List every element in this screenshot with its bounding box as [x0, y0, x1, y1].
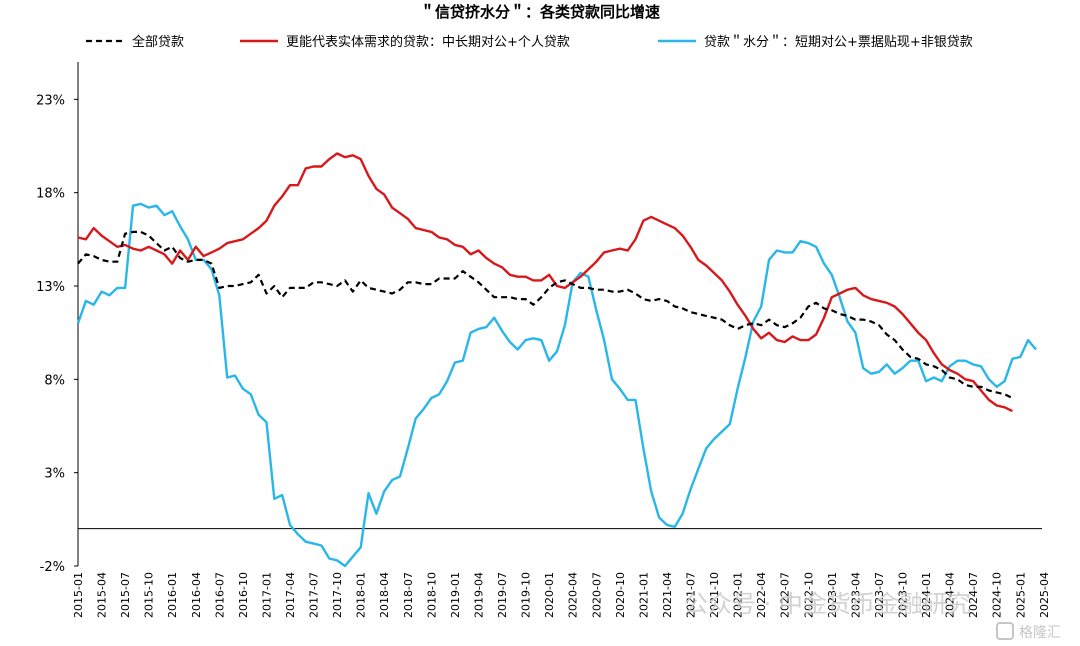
- x-tick-label: 2025-01: [1014, 572, 1027, 618]
- x-tick-label: 2021-10: [708, 572, 721, 618]
- y-axis: -2% 3% 8% 13% 18% 23%: [36, 62, 79, 575]
- y-tick-label: 23%: [36, 93, 65, 108]
- x-tick-label: 2023-01: [826, 572, 839, 618]
- x-tick-label: 2020-10: [614, 572, 627, 618]
- x-tick-label: 2017-07: [308, 572, 321, 618]
- x-tick-label: 2015-04: [96, 572, 109, 618]
- x-tick-label: 2018-04: [378, 572, 391, 618]
- x-tick-label: 2016-04: [190, 572, 203, 618]
- chart-title: ＂信贷挤水分＂：各类贷款同比增速: [420, 3, 660, 21]
- x-tick-label: 2019-10: [520, 572, 533, 618]
- series-real-demand-loans: [77, 152, 1013, 413]
- x-tick-label: 2018-07: [402, 572, 415, 618]
- x-tick-label: 2022-10: [802, 572, 815, 618]
- x-tick-label: 2022-07: [779, 572, 792, 618]
- watermark-logo: 格隆汇: [996, 622, 1061, 641]
- x-tick-label: 2020-04: [567, 572, 580, 618]
- logo-icon: [996, 622, 1014, 640]
- x-tick-label: 2016-01: [166, 572, 179, 618]
- x-tick-label: 2016-10: [237, 572, 250, 618]
- x-tick-label: 2023-04: [849, 572, 862, 618]
- x-tick-label: 2023-07: [873, 572, 886, 618]
- x-tick-label: 2024-04: [944, 572, 957, 618]
- x-tick-label: 2021-01: [637, 572, 650, 618]
- x-tick-label: 2019-04: [472, 572, 485, 618]
- series-water-loans: [76, 202, 1037, 568]
- x-tick-label: 2021-07: [684, 572, 697, 618]
- y-tick-label: 18%: [36, 187, 65, 202]
- series-total-loans: [77, 230, 1013, 399]
- x-tick-label: 2025-04: [1038, 572, 1051, 618]
- x-tick-label: 2023-10: [897, 572, 910, 618]
- x-tick-label: 2018-10: [425, 572, 438, 618]
- y-tick-label: 13%: [36, 280, 65, 295]
- watermark-logo-text: 格隆汇: [1019, 625, 1061, 641]
- x-tick-label: 2021-04: [661, 572, 674, 618]
- watermark-text: 公众号 · 中金货币金融研究: [684, 590, 971, 618]
- watermark: 公众号 · 中金货币金融研究 格隆汇: [684, 590, 1061, 641]
- legend-label-total-loans: 全部贷款: [132, 34, 184, 50]
- legend-label-real-demand-loans: 更能代表实体需求的贷款：中长期对公+个人贷款: [286, 34, 570, 50]
- x-tick-label: 2015-01: [72, 572, 85, 618]
- series-layer: [76, 152, 1037, 568]
- x-tick-label: 2020-01: [543, 572, 556, 618]
- legend-label-water-loans: 贷款＂水分＂：短期对公+票据贴现+非银贷款: [704, 34, 973, 50]
- x-tick-label: 2022-01: [732, 572, 745, 618]
- x-tick-label: 2018-01: [355, 572, 368, 618]
- x-tick-label: 2017-10: [331, 572, 344, 618]
- x-tick-label: 2017-04: [284, 572, 297, 618]
- x-tick-label: 2015-07: [119, 572, 132, 618]
- x-tick-label: 2024-07: [967, 572, 980, 618]
- y-tick-label: 8%: [44, 373, 65, 388]
- x-tick-label: 2022-04: [755, 572, 768, 618]
- x-tick-label: 2024-10: [991, 572, 1004, 618]
- x-tick-label: 2024-01: [920, 572, 933, 618]
- x-tick-label: 2019-01: [449, 572, 462, 618]
- x-tick-label: 2019-07: [496, 572, 509, 618]
- x-tick-label: 2016-07: [213, 572, 226, 618]
- legend: 全部贷款 更能代表实体需求的贷款：中长期对公+个人贷款 贷款＂水分＂：短期对公+…: [86, 34, 973, 50]
- x-tick-label: 2015-10: [143, 572, 156, 618]
- y-tick-label: 3%: [44, 467, 65, 482]
- y-tick-label: -2%: [40, 560, 65, 575]
- x-axis: 2015-01 2015-04 2015-07 2015-10 2016-01 2016-…: [72, 572, 1051, 618]
- x-tick-label: 2020-07: [590, 572, 603, 618]
- x-tick-label: 2017-01: [260, 572, 273, 618]
